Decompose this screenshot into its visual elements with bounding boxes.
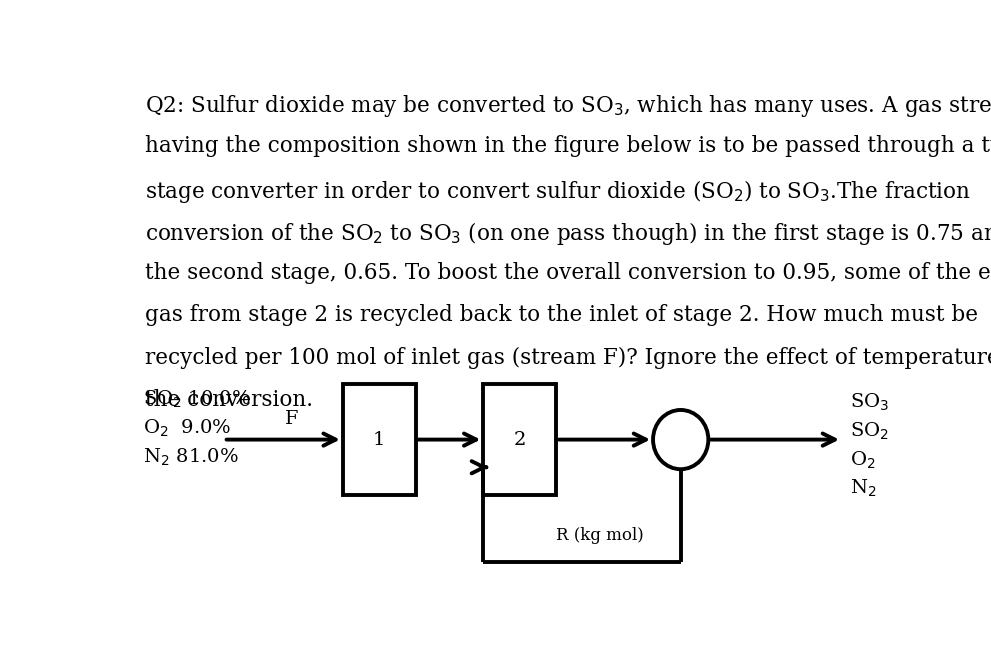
- Text: SO$_2$ 10.0%: SO$_2$ 10.0%: [143, 389, 251, 410]
- Text: having the composition shown in the figure below is to be passed through a two-: having the composition shown in the figu…: [146, 135, 991, 157]
- Text: 1: 1: [373, 431, 385, 449]
- Text: N$_2$: N$_2$: [849, 478, 876, 500]
- Text: O$_2$: O$_2$: [849, 450, 875, 470]
- Ellipse shape: [653, 410, 709, 469]
- Text: N$_2$ 81.0%: N$_2$ 81.0%: [143, 447, 239, 468]
- Text: O$_2$  9.0%: O$_2$ 9.0%: [143, 418, 231, 439]
- Text: R (kg mol): R (kg mol): [556, 527, 644, 544]
- Text: conversion of the SO$_2$ to SO$_3$ (on one pass though) in the first stage is 0.: conversion of the SO$_2$ to SO$_3$ (on o…: [146, 220, 991, 247]
- Text: SO$_2$: SO$_2$: [849, 420, 889, 442]
- Text: gas from stage 2 is recycled back to the inlet of stage 2. How much must be: gas from stage 2 is recycled back to the…: [146, 304, 978, 326]
- Text: 2: 2: [513, 431, 526, 449]
- Text: stage converter in order to convert sulfur dioxide (SO$_2$) to SO$_3$.The fracti: stage converter in order to convert sulf…: [146, 178, 971, 205]
- Text: SO$_3$: SO$_3$: [849, 391, 889, 413]
- Text: the second stage, 0.65. To boost the overall conversion to 0.95, some of the exi: the second stage, 0.65. To boost the ove…: [146, 262, 991, 284]
- Text: recycled per 100 mol of inlet gas (stream F)? Ignore the effect of temperature o: recycled per 100 mol of inlet gas (strea…: [146, 347, 991, 369]
- Text: F: F: [285, 410, 298, 428]
- Bar: [484, 384, 556, 495]
- Text: the conversion.: the conversion.: [146, 389, 313, 411]
- Text: Q2: Sulfur dioxide may be converted to SO$_3$, which has many uses. A gas stream: Q2: Sulfur dioxide may be converted to S…: [146, 93, 991, 119]
- Bar: [343, 384, 416, 495]
